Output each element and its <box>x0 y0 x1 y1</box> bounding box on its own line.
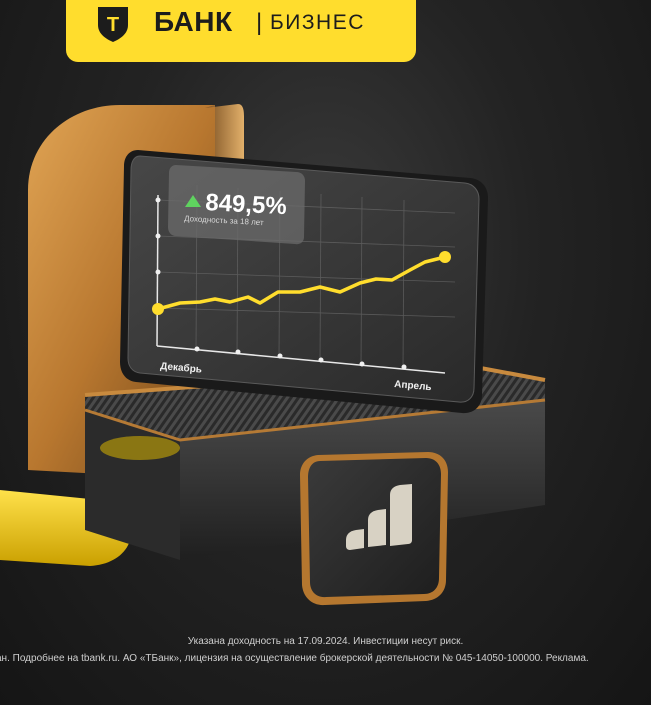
line-end-point <box>439 251 451 263</box>
triangle-up-icon <box>185 195 201 207</box>
line-start-point <box>152 303 164 315</box>
disclaimer-line-1: Указана доходность на 17.09.2024. Инвест… <box>187 636 464 647</box>
bar-chart-icon <box>346 484 412 550</box>
x-start-label: Декабрь <box>160 360 203 376</box>
x-end-label: Апрель <box>394 379 432 393</box>
brand-sub: БИЗНЕС <box>270 11 365 34</box>
yield-caption: Доходность за 18 лет <box>184 214 264 227</box>
app-tile <box>300 452 448 606</box>
disclaimer-line-2: ан. Подробнее на tbank.ru. АО «ТБанк», л… <box>0 653 589 664</box>
brand-logo: Т БАНК | БИЗНЕС <box>66 0 416 62</box>
yield-line <box>156 255 447 311</box>
tbank-shield-icon: Т <box>98 7 128 42</box>
box-edge <box>84 398 546 442</box>
yield-badge <box>168 165 305 245</box>
brand-separator: | <box>256 9 263 36</box>
yellow-glow <box>100 436 180 460</box>
brand-name: БАНК <box>154 6 233 37</box>
chart-card: 849,5% Доходность за 18 лет Декабрь Апре… <box>120 150 488 414</box>
yield-value: 849,5% <box>205 189 288 220</box>
brand-letter: Т <box>107 14 119 36</box>
